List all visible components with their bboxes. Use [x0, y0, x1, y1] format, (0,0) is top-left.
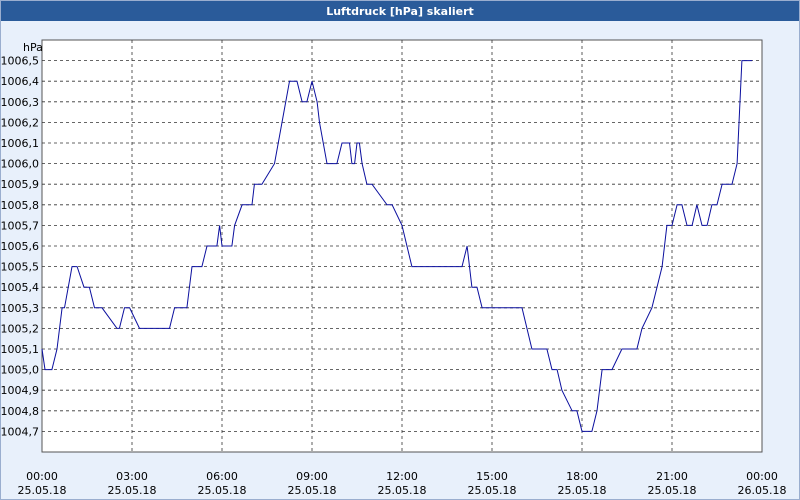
y-tick-label: 1005,9 — [1, 178, 39, 191]
x-tick-time-label: 03:00 — [116, 470, 148, 483]
x-tick-time-label: 00:00 — [26, 470, 58, 483]
series-line-pressure — [41, 60, 753, 432]
y-tick-label: 1005,5 — [1, 261, 39, 274]
y-tick-label: 1005,7 — [1, 219, 39, 232]
y-tick-label: 1005,6 — [1, 240, 39, 253]
grid-lines — [42, 40, 762, 452]
x-tick-date-label: 26.05.18 — [738, 484, 787, 497]
x-tick-date-label: 25.05.18 — [558, 484, 607, 497]
x-tick-time-label: 15:00 — [476, 470, 508, 483]
x-tick-time-label: 00:00 — [746, 470, 778, 483]
y-tick-label: 1006,0 — [1, 158, 39, 171]
window-title: Luftdruck [hPa] skaliert — [1, 1, 799, 21]
y-tick-label: 1005,4 — [1, 281, 39, 294]
x-tick-date-label: 25.05.18 — [378, 484, 427, 497]
y-tick-label: 1004,7 — [1, 425, 39, 438]
x-tick-labels: 00:0025.05.1803:0025.05.1806:0025.05.180… — [18, 470, 787, 497]
x-tick-time-label: 09:00 — [296, 470, 328, 483]
y-tick-label: 1005,2 — [1, 322, 39, 335]
y-tick-label: 1006,3 — [1, 96, 39, 109]
y-axis-unit-label: hPa — [23, 41, 43, 54]
y-tick-label: 1006,5 — [1, 55, 39, 68]
y-tick-labels: 1004,7 1004,8 1004,9 1005,0 1005,1 1005,2 1005… — [1, 55, 39, 439]
x-tick-time-label: 18:00 — [566, 470, 598, 483]
x-tick-time-label: 21:00 — [656, 470, 688, 483]
x-tick-date-label: 25.05.18 — [288, 484, 337, 497]
x-tick-date-label: 25.05.18 — [18, 484, 67, 497]
y-tick-label: 1006,1 — [1, 137, 39, 150]
y-tick-label: 1006,4 — [1, 75, 39, 88]
y-tick-label: 1004,9 — [1, 384, 39, 397]
y-tick-label: 1004,8 — [1, 405, 39, 418]
y-tick-label: 1005,1 — [1, 343, 39, 356]
x-tick-time-label: 06:00 — [206, 470, 238, 483]
y-tick-label: 1005,3 — [1, 302, 39, 315]
x-tick-date-label: 25.05.18 — [648, 484, 697, 497]
x-tick-date-label: 25.05.18 — [198, 484, 247, 497]
x-tick-date-label: 25.05.18 — [468, 484, 517, 497]
y-tick-label: 1005,8 — [1, 199, 39, 212]
x-tick-date-label: 25.05.18 — [108, 484, 157, 497]
y-tick-label: 1005,0 — [1, 364, 39, 377]
x-tick-time-label: 12:00 — [386, 470, 418, 483]
y-tick-label: 1006,2 — [1, 116, 39, 129]
